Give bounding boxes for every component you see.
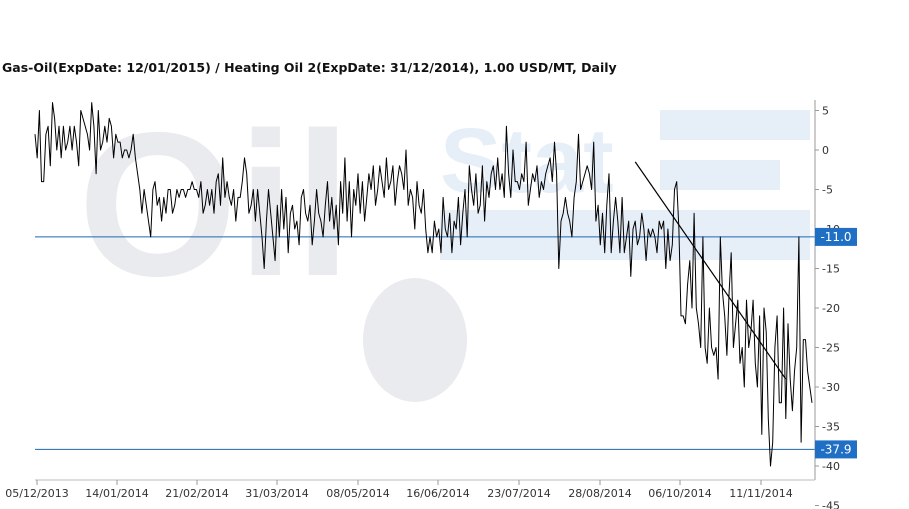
y-tick-label: -35 (822, 421, 840, 434)
reference-lines (35, 236, 815, 450)
plot-area (34, 102, 813, 467)
x-tick-label: 06/10/2014 (648, 487, 711, 500)
reference-tags: -11.0 -37.9 (815, 227, 857, 459)
y-tick-label: -25 (822, 342, 840, 355)
reference-tag-background (815, 227, 857, 246)
x-tick-label: 14/01/2014 (85, 487, 148, 500)
y-tick-label: -45 (822, 500, 840, 509)
x-tick-label: 11/11/2014 (729, 487, 792, 500)
watermark-bar (440, 210, 810, 260)
x-tick-label: 08/05/2014 (326, 487, 389, 500)
y-tick-label: -15 (822, 263, 840, 276)
y-tick-label: -5 (822, 184, 833, 197)
y-tick-label: -20 (822, 302, 840, 315)
x-tick-label: 31/03/2014 (245, 487, 308, 500)
x-tick-label: 16/06/2014 (406, 487, 469, 500)
trend-line (634, 161, 787, 380)
x-axis: 05/12/2013 14/01/2014 21/02/2014 31/03/2014… (5, 479, 815, 500)
chart-title: Gas-Oil(ExpDate: 12/01/2015) / Heating O… (2, 60, 617, 75)
y-axis: 50-5-10-15-20-25-30-35-40-45 (814, 100, 840, 509)
watermark: Oil Stat (78, 90, 810, 402)
series-line (34, 102, 813, 467)
y-tick-label: -30 (822, 381, 840, 394)
reference-tag-background (815, 440, 857, 459)
watermark-drop (363, 278, 467, 402)
y-tick-label: -40 (822, 460, 840, 473)
y-tick-label: 5 (822, 105, 829, 118)
x-tick-label: 05/12/2013 (5, 487, 68, 500)
reference-tag-label: -11.0 (820, 230, 851, 244)
x-tick-label: 21/02/2014 (165, 487, 228, 500)
y-tick-label: 0 (822, 144, 829, 157)
reference-tag-label: -37.9 (820, 442, 851, 456)
watermark-bar (660, 110, 810, 140)
x-tick-label: 28/08/2014 (568, 487, 631, 500)
x-tick-label: 23/07/2014 (487, 487, 550, 500)
watermark-bar (660, 160, 780, 190)
